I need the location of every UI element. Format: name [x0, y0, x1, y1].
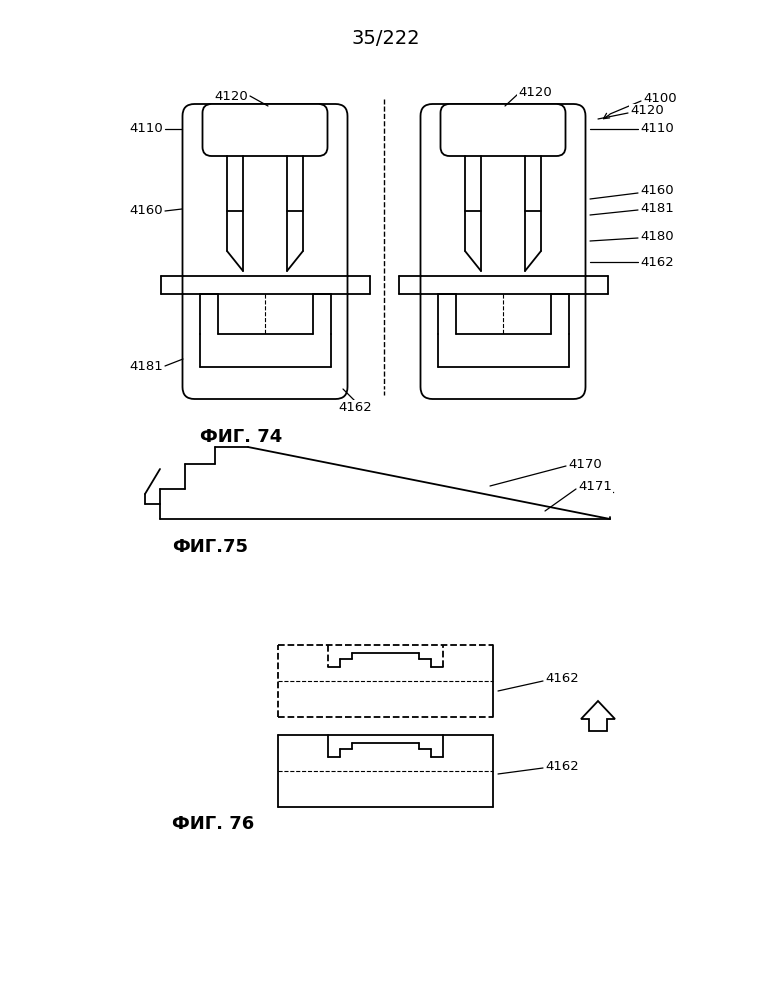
- Text: 4100: 4100: [643, 93, 676, 106]
- Text: ФИГ. 76: ФИГ. 76: [172, 815, 254, 833]
- FancyBboxPatch shape: [182, 104, 347, 399]
- Text: 4120: 4120: [518, 86, 552, 99]
- Text: 4162: 4162: [640, 256, 674, 269]
- Text: 4160: 4160: [130, 205, 163, 218]
- Text: 4181: 4181: [129, 361, 163, 374]
- Text: 4181: 4181: [640, 203, 674, 216]
- Text: ФИГ.75: ФИГ.75: [172, 538, 248, 556]
- Text: 4162: 4162: [545, 672, 579, 685]
- Text: 4120: 4120: [630, 105, 664, 118]
- Text: 4110: 4110: [129, 123, 163, 136]
- Polygon shape: [581, 701, 615, 731]
- Text: 4180: 4180: [640, 231, 674, 244]
- Text: 4171: 4171: [578, 481, 612, 494]
- Text: 4160: 4160: [640, 185, 674, 198]
- Text: 4162: 4162: [338, 401, 372, 414]
- FancyBboxPatch shape: [421, 104, 585, 399]
- Text: 4162: 4162: [545, 759, 579, 772]
- FancyBboxPatch shape: [202, 104, 327, 156]
- Text: 35/222: 35/222: [352, 29, 420, 48]
- Text: 4110: 4110: [640, 123, 674, 136]
- Text: 4170: 4170: [568, 458, 601, 471]
- Text: ФИГ. 74: ФИГ. 74: [200, 428, 283, 446]
- FancyBboxPatch shape: [441, 104, 566, 156]
- Text: 4120: 4120: [215, 90, 248, 103]
